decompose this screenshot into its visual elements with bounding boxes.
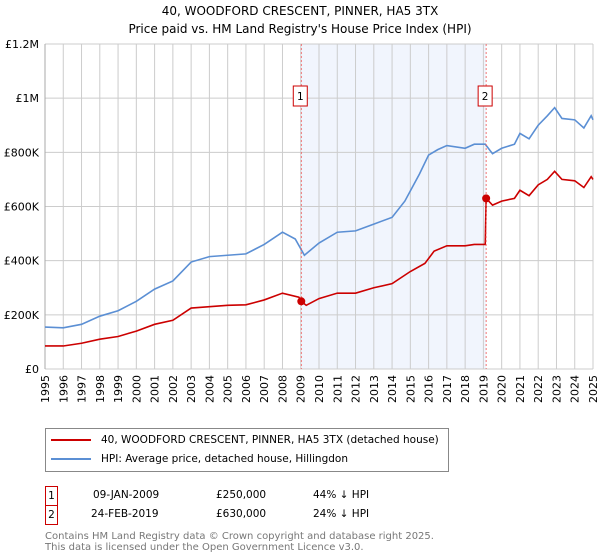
footer-line-2: This data is licensed under the Open Gov… [45, 542, 364, 553]
x-tick-label: 1995 [39, 375, 52, 403]
x-tick-label: 2025 [587, 375, 600, 403]
sale-marker-label: 1 [297, 91, 304, 103]
y-tick-label: £800K [4, 146, 40, 159]
sale-marker-label: 2 [482, 91, 489, 103]
sale-date: 24-FEB-2019 [91, 508, 159, 520]
x-tick-label: 2022 [532, 375, 545, 403]
x-tick-label: 2021 [514, 375, 527, 403]
sale-price: £250,000 [216, 489, 267, 501]
x-tick-label: 2004 [203, 375, 216, 403]
x-tick-label: 2024 [569, 375, 582, 403]
x-tick-label: 2014 [386, 375, 399, 403]
x-tick-label: 2002 [167, 375, 180, 403]
sale-row-2: 2 24-FEB-2019 £630,000 24% ↓ HPI [45, 505, 465, 525]
chart: 40, WOODFORD CRESCENT, PINNER, HA5 3TX P… [4, 4, 600, 403]
x-tick-label: 1997 [76, 375, 89, 403]
x-tick-label: 2001 [149, 375, 162, 403]
sale-marker-box [292, 85, 308, 107]
x-tick-label: 2006 [240, 375, 253, 403]
legend-label: 40, WOODFORD CRESCENT, PINNER, HA5 3TX (… [101, 434, 439, 446]
y-tick-label: £200K [4, 309, 40, 322]
y-tick-label: £1.2M [5, 38, 39, 51]
sale-hpi: 44% ↓ HPI [313, 489, 370, 501]
x-tick-label: 2018 [459, 375, 472, 403]
x-tick-label: 2012 [350, 375, 363, 403]
sale-hpi: 24% ↓ HPI [313, 508, 370, 520]
legend-swatch-red [51, 439, 91, 441]
footer-line-1: Contains HM Land Registry data © Crown c… [45, 531, 434, 542]
sale-marker-box [477, 85, 493, 107]
x-tick-label: 1999 [112, 375, 125, 403]
x-tick-label: 1996 [57, 375, 70, 403]
y-tick-label: £600K [4, 201, 40, 214]
chart-subtitle: Price paid vs. HM Land Registry's House … [128, 22, 471, 36]
sale-marker-label: 1 [45, 486, 58, 506]
x-tick-label: 2016 [423, 375, 436, 403]
legend-label: HPI: Average price, detached house, Hill… [101, 453, 348, 465]
legend: 40, WOODFORD CRESCENT, PINNER, HA5 3TX (… [45, 428, 449, 472]
sale-point [297, 297, 306, 306]
x-tick-label: 1998 [94, 375, 107, 403]
x-tick-label: 2009 [295, 375, 308, 403]
x-tick-label: 2017 [441, 375, 454, 403]
x-tick-label: 2000 [130, 375, 143, 403]
legend-item-hpi: HPI: Average price, detached house, Hill… [51, 453, 348, 465]
sale-price: £630,000 [216, 508, 267, 520]
x-tick-label: 2003 [185, 375, 198, 403]
x-tick-label: 2015 [404, 375, 417, 403]
sale-date: 09-JAN-2009 [93, 489, 160, 501]
x-tick-label: 2011 [331, 375, 344, 403]
y-tick-label: £1M [16, 92, 40, 105]
legend-item-property: 40, WOODFORD CRESCENT, PINNER, HA5 3TX (… [51, 434, 439, 446]
x-tick-label: 2020 [496, 375, 509, 403]
footer: Contains HM Land Registry data © Crown c… [45, 531, 434, 553]
sale-row-1: 1 09-JAN-2009 £250,000 44% ↓ HPI [45, 486, 465, 506]
x-tick-label: 2013 [368, 375, 381, 403]
sale-point [482, 194, 491, 203]
y-tick-label: £400K [4, 255, 40, 268]
chart-title: 40, WOODFORD CRESCENT, PINNER, HA5 3TX [162, 4, 439, 18]
x-tick-label: 2023 [550, 375, 563, 403]
x-tick-label: 2007 [258, 375, 271, 403]
x-tick-label: 2010 [313, 375, 326, 403]
y-tick-label: £0 [25, 363, 39, 376]
hpi-line [44, 106, 594, 329]
property-line [45, 170, 594, 347]
sale-marker-label: 2 [45, 505, 58, 525]
x-tick-label: 2005 [222, 375, 235, 403]
x-tick-label: 2019 [477, 375, 490, 403]
x-tick-label: 2008 [276, 375, 289, 403]
legend-swatch-blue [51, 458, 91, 460]
